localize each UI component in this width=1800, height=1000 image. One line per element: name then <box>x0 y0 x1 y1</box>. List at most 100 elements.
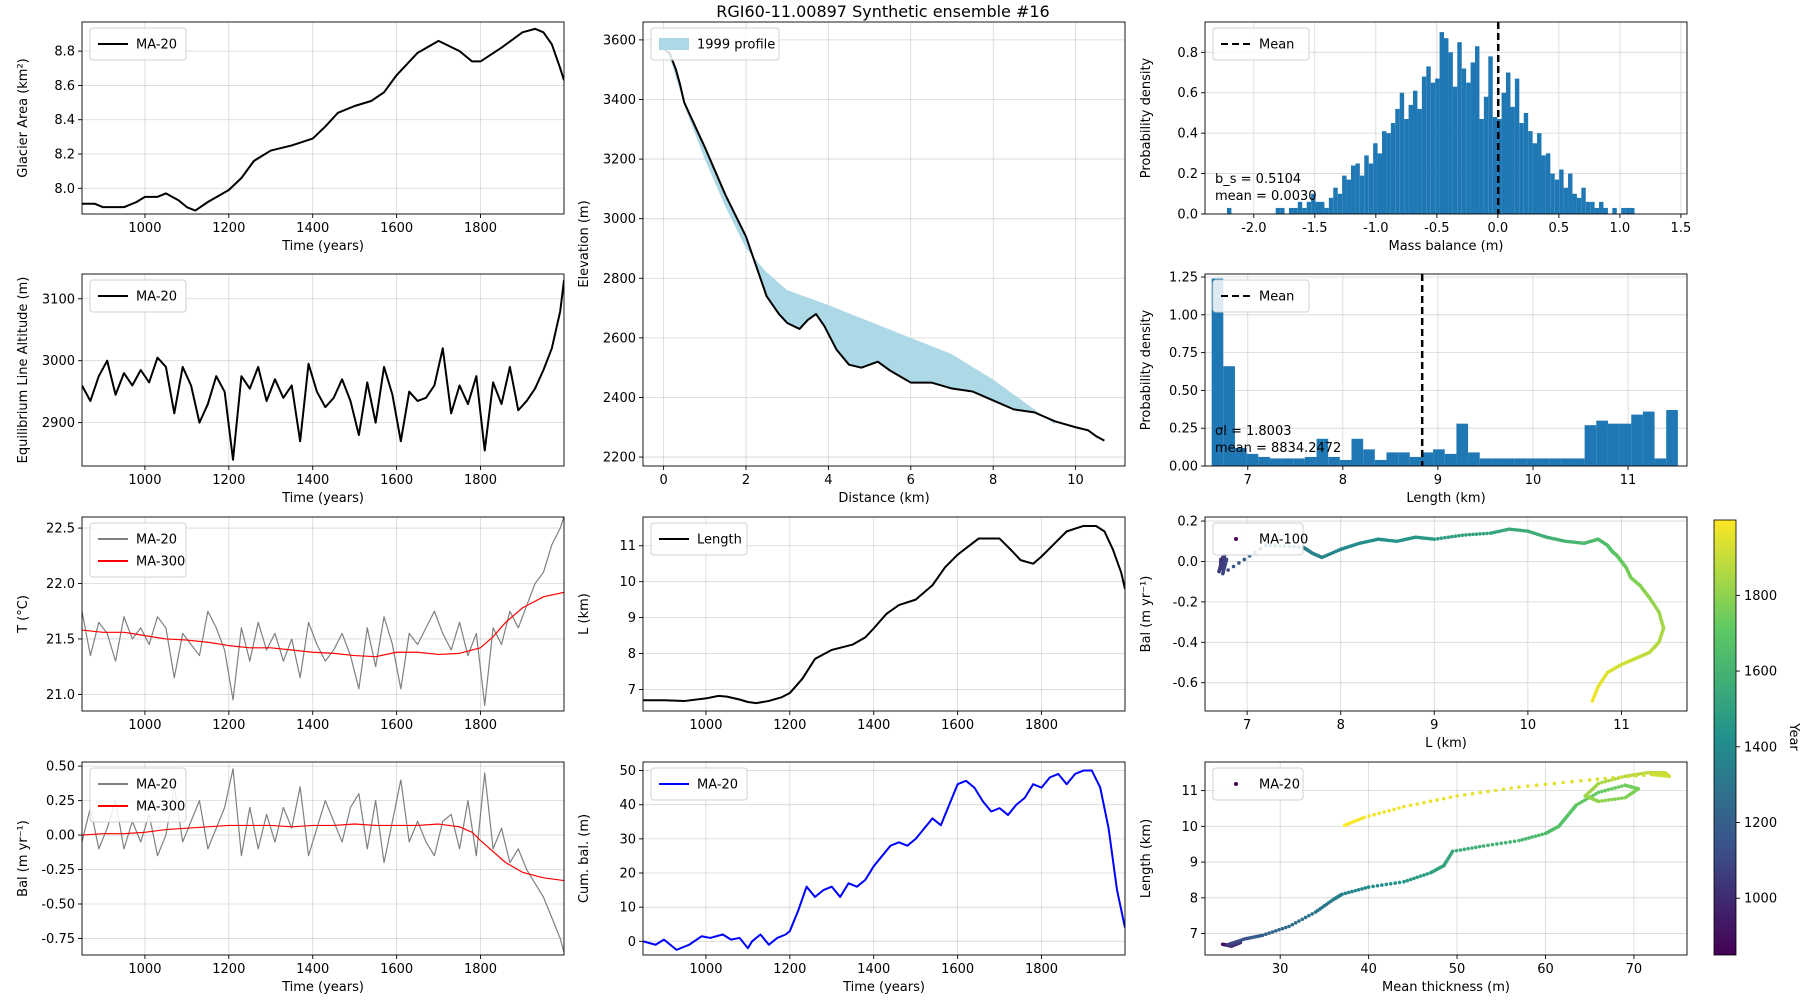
scatter-point <box>1533 834 1538 838</box>
histogram-bar <box>1549 458 1562 466</box>
scatter-point <box>1595 777 1600 782</box>
scatter-point <box>1343 823 1347 828</box>
y-tick-label: 0.75 <box>1169 346 1198 361</box>
histogram-bar <box>1408 104 1414 214</box>
scatter-point <box>1606 798 1611 802</box>
y-tick-label: 8.4 <box>54 113 75 128</box>
y-tick-label: 9 <box>1190 856 1198 871</box>
x-tick-label: 1600 <box>941 962 974 977</box>
profile-fill <box>663 47 1055 425</box>
x-tick-label: 1.0 <box>1610 221 1631 236</box>
x-tick-label: 1200 <box>212 962 245 977</box>
histogram-bar <box>1452 86 1458 214</box>
legend-box <box>1212 767 1304 801</box>
y-tick-label: -0.6 <box>1173 676 1198 691</box>
x-tick-label: 1600 <box>380 962 413 977</box>
legend: MA-100 <box>1212 522 1308 556</box>
histogram-bar <box>1537 133 1542 214</box>
scatter-point <box>1425 872 1430 876</box>
histogram-bar <box>1550 173 1555 214</box>
y-tick-label: 3100 <box>42 292 75 307</box>
scatter-point <box>1642 773 1646 777</box>
y-axis-label: Probability density <box>1139 57 1154 178</box>
series-line <box>82 591 564 658</box>
scatter-point <box>1534 783 1539 788</box>
series-line <box>82 768 564 953</box>
axes-frame <box>81 516 565 712</box>
histogram-bar <box>1625 207 1631 214</box>
scatter-point <box>1613 797 1617 801</box>
x-tick-label: 0.5 <box>1549 221 1570 236</box>
x-tick-label: 1.5 <box>1671 221 1692 236</box>
scatter-point <box>1574 803 1579 807</box>
series-line <box>643 769 1125 951</box>
scatter-point <box>1537 833 1541 838</box>
scatter-point <box>1540 832 1544 837</box>
histogram-bar <box>1488 56 1493 214</box>
scatter-point <box>1478 532 1482 536</box>
scatter-point <box>1501 787 1506 792</box>
histogram-bar <box>1572 458 1585 466</box>
scatter-point <box>1366 885 1371 889</box>
scatter-point <box>1526 784 1530 788</box>
y-tick-label: 2800 <box>603 272 636 287</box>
y-axis-label: Length (km) <box>1139 819 1154 898</box>
y-axis-label: T (°C) <box>16 595 31 634</box>
legend: Mean <box>1212 279 1310 313</box>
x-tick-label: 1600 <box>380 221 413 236</box>
plot-area <box>643 524 1125 705</box>
scatter-point <box>1610 787 1614 791</box>
series-line <box>82 823 564 882</box>
scatter-point <box>1596 790 1601 795</box>
scatter-point <box>1466 846 1470 851</box>
x-tick-label: 1800 <box>464 718 497 733</box>
legend-label: MA-20 <box>697 778 738 793</box>
y-axis-label: L (km) <box>577 593 592 635</box>
histogram-bar <box>1315 201 1320 214</box>
scatter-point <box>1353 888 1358 893</box>
scatter-point <box>1432 537 1437 542</box>
y-tick-label: 0.50 <box>46 760 75 775</box>
y-tick-label: 10 <box>1181 820 1198 835</box>
scatter-point <box>1283 925 1288 930</box>
histogram-bar <box>1426 66 1431 214</box>
y-tick-label: 40 <box>619 798 636 813</box>
legend-box <box>1212 27 1310 61</box>
histogram-bar <box>1568 173 1573 214</box>
legend: 1999 profile <box>650 27 780 61</box>
scatter-point <box>1356 887 1361 892</box>
histogram-bar <box>1386 133 1391 214</box>
histogram-bar <box>1559 169 1564 214</box>
scatter-point <box>1367 814 1371 818</box>
scatter-point <box>1495 842 1499 846</box>
axes-frame <box>1204 761 1688 956</box>
scatter-point <box>1474 845 1478 850</box>
histogram-bar <box>1621 207 1626 214</box>
scatter-point <box>1462 793 1467 797</box>
scatter-point <box>1402 804 1406 809</box>
x-tick-label: 1000 <box>128 473 161 488</box>
y-tick-label: 0.2 <box>1177 167 1198 182</box>
legend-label: MA-300 <box>136 800 185 815</box>
y-tick-label: -0.50 <box>41 897 75 912</box>
y-tick-label: 50 <box>619 764 636 779</box>
scatter-point <box>1293 921 1298 925</box>
subplot-phase-thk: 30 40 50 60 70 7 8 9 10 11 Mean thickness (m) Lengt… <box>1139 761 1688 995</box>
scatter-point <box>1591 793 1595 798</box>
scatter-point <box>1436 536 1440 541</box>
histogram-bar <box>1398 452 1410 466</box>
histogram-bar <box>1581 187 1586 214</box>
scatter-point <box>1603 776 1607 781</box>
scatter-point <box>1587 778 1592 782</box>
y-tick-label: -0.25 <box>41 863 75 878</box>
x-axis-label: Mean thickness (m) <box>1382 980 1510 995</box>
histogram-bar <box>1404 119 1409 214</box>
annotation-text: σl = 1.8003 <box>1215 424 1292 439</box>
legend-label: Mean <box>1259 38 1294 53</box>
scatter-point <box>1415 802 1420 806</box>
legend: MA-20 MA-300 <box>89 767 187 823</box>
y-tick-label: 1.25 <box>1169 271 1198 286</box>
x-tick-label: 1200 <box>212 473 245 488</box>
figure-title: RGI60-11.00897 Synthetic ensemble #16 <box>716 2 1049 21</box>
scatter-point <box>1600 799 1604 803</box>
